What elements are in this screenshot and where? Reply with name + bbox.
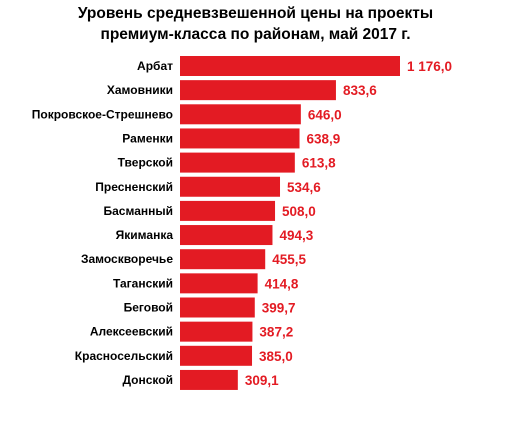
category-label: Хамовники — [107, 83, 173, 97]
category-label: Беговой — [124, 301, 173, 315]
value-label: 385,0 — [259, 349, 293, 364]
category-label: Раменки — [122, 131, 173, 145]
category-label: Пресненский — [95, 180, 173, 194]
value-label: 387,2 — [259, 325, 293, 340]
category-label: Красносельский — [75, 349, 173, 363]
bar — [180, 225, 273, 246]
chart-title: Уровень средневзвешенной цены на проекты… — [0, 3, 511, 45]
value-label: 646,0 — [308, 107, 342, 122]
bar — [180, 369, 238, 390]
value-label: 455,5 — [272, 252, 306, 267]
bar — [180, 297, 255, 318]
category-label: Алексеевский — [90, 325, 173, 339]
value-label: 414,8 — [265, 276, 299, 291]
value-label: 613,8 — [302, 156, 336, 171]
bar — [180, 249, 266, 270]
category-label: Таганский — [113, 276, 173, 290]
chart-title-line-2: премиум-класса по районам, май 2017 г. — [100, 26, 411, 43]
bar — [180, 56, 400, 76]
bar — [180, 321, 253, 342]
category-label: Покровское-Стрешнево — [32, 107, 173, 121]
category-label: Тверской — [118, 156, 173, 170]
bar — [180, 176, 281, 197]
value-label: 1 176,0 — [407, 59, 452, 74]
value-label: 399,7 — [262, 301, 296, 316]
value-label: 638,9 — [307, 131, 341, 146]
bar — [180, 152, 295, 173]
value-label: 833,6 — [343, 83, 377, 98]
category-label: Басманный — [104, 204, 174, 218]
chart-title-line-1: Уровень средневзвешенной цены на проекты — [77, 5, 434, 22]
bar — [180, 200, 276, 221]
bar — [180, 345, 253, 366]
category-label: Якиманка — [116, 228, 174, 242]
category-label: Арбат — [137, 59, 173, 73]
bar — [180, 80, 336, 101]
value-label: 309,1 — [245, 373, 279, 388]
bar — [180, 128, 300, 149]
category-label: Донской — [122, 373, 173, 387]
value-label: 534,6 — [287, 180, 321, 195]
bar — [180, 104, 301, 125]
bar — [180, 273, 258, 294]
value-label: 494,3 — [279, 228, 313, 243]
value-label: 508,0 — [282, 204, 316, 219]
category-label: Замоскворечье — [81, 252, 173, 266]
